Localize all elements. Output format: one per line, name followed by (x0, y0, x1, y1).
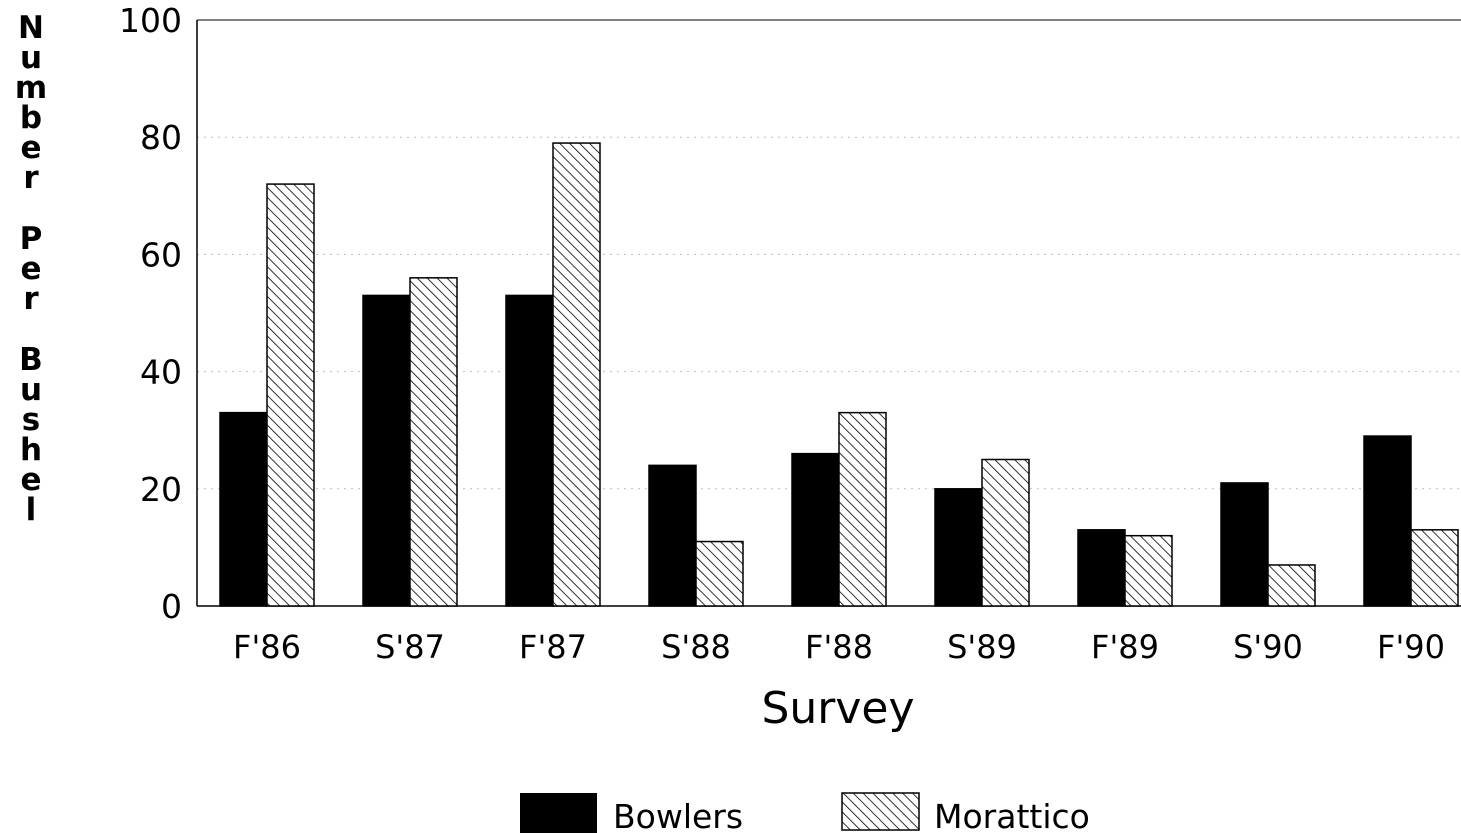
x-tick-label: S'90 (1233, 628, 1303, 666)
bar-bowlers-8 (1364, 436, 1411, 606)
x-tick-label: S'89 (947, 628, 1017, 666)
bar-morattico-7 (1268, 565, 1315, 606)
legend-swatch-morattico (842, 793, 919, 830)
x-tick-label: S'88 (661, 628, 731, 666)
bar-morattico-3 (696, 542, 743, 606)
bar-bowlers-0 (220, 413, 267, 606)
bar-bowlers-3 (649, 465, 696, 606)
x-tick-label: F'88 (805, 628, 873, 666)
y-tick-label: 80 (140, 118, 182, 157)
bar-morattico-6 (1125, 536, 1172, 606)
x-axis-title: Survey (761, 683, 914, 734)
x-tick-label: F'87 (519, 628, 587, 666)
bar-bowlers-4 (792, 454, 839, 606)
x-tick-label: F'90 (1377, 628, 1445, 666)
y-tick-label: 20 (140, 470, 182, 509)
legend-label-morattico: Morattico (934, 797, 1090, 833)
bar-bowlers-1 (363, 295, 410, 606)
bar-morattico-1 (410, 278, 457, 606)
legend-label-bowlers: Bowlers (613, 797, 743, 833)
bar-bowlers-7 (1221, 483, 1268, 606)
legend-swatch-bowlers (520, 793, 597, 833)
bar-morattico-2 (553, 143, 600, 606)
bar-morattico-4 (839, 413, 886, 606)
bar-morattico-8 (1411, 530, 1458, 606)
bar-bowlers-5 (935, 489, 982, 606)
x-tick-label: F'86 (233, 628, 301, 666)
y-tick-label: 100 (119, 1, 182, 40)
x-tick-labels: F'86 S'87 F'87 S'88 F'88 S'89 F'89 S'90 F'90 (233, 628, 1445, 666)
y-axis-title-letter: r (23, 281, 39, 317)
x-tick-label: S'87 (375, 628, 445, 666)
bars (220, 143, 1458, 606)
y-axis-title-letter: r (23, 160, 39, 196)
y-tick-label: 40 (140, 353, 182, 392)
y-tick-labels: 0 20 40 60 80 100 (119, 1, 182, 626)
y-tick-label: 0 (161, 587, 182, 626)
bar-morattico-5 (982, 460, 1029, 607)
y-tick-label: 60 (140, 235, 182, 274)
bar-bowlers-6 (1078, 530, 1125, 606)
y-axis-title-letter: l (26, 492, 37, 528)
legend: Bowlers Morattico (520, 793, 1090, 833)
x-tick-label: F'89 (1091, 628, 1159, 666)
bar-morattico-0 (267, 184, 314, 606)
bar-bowlers-2 (506, 295, 553, 606)
